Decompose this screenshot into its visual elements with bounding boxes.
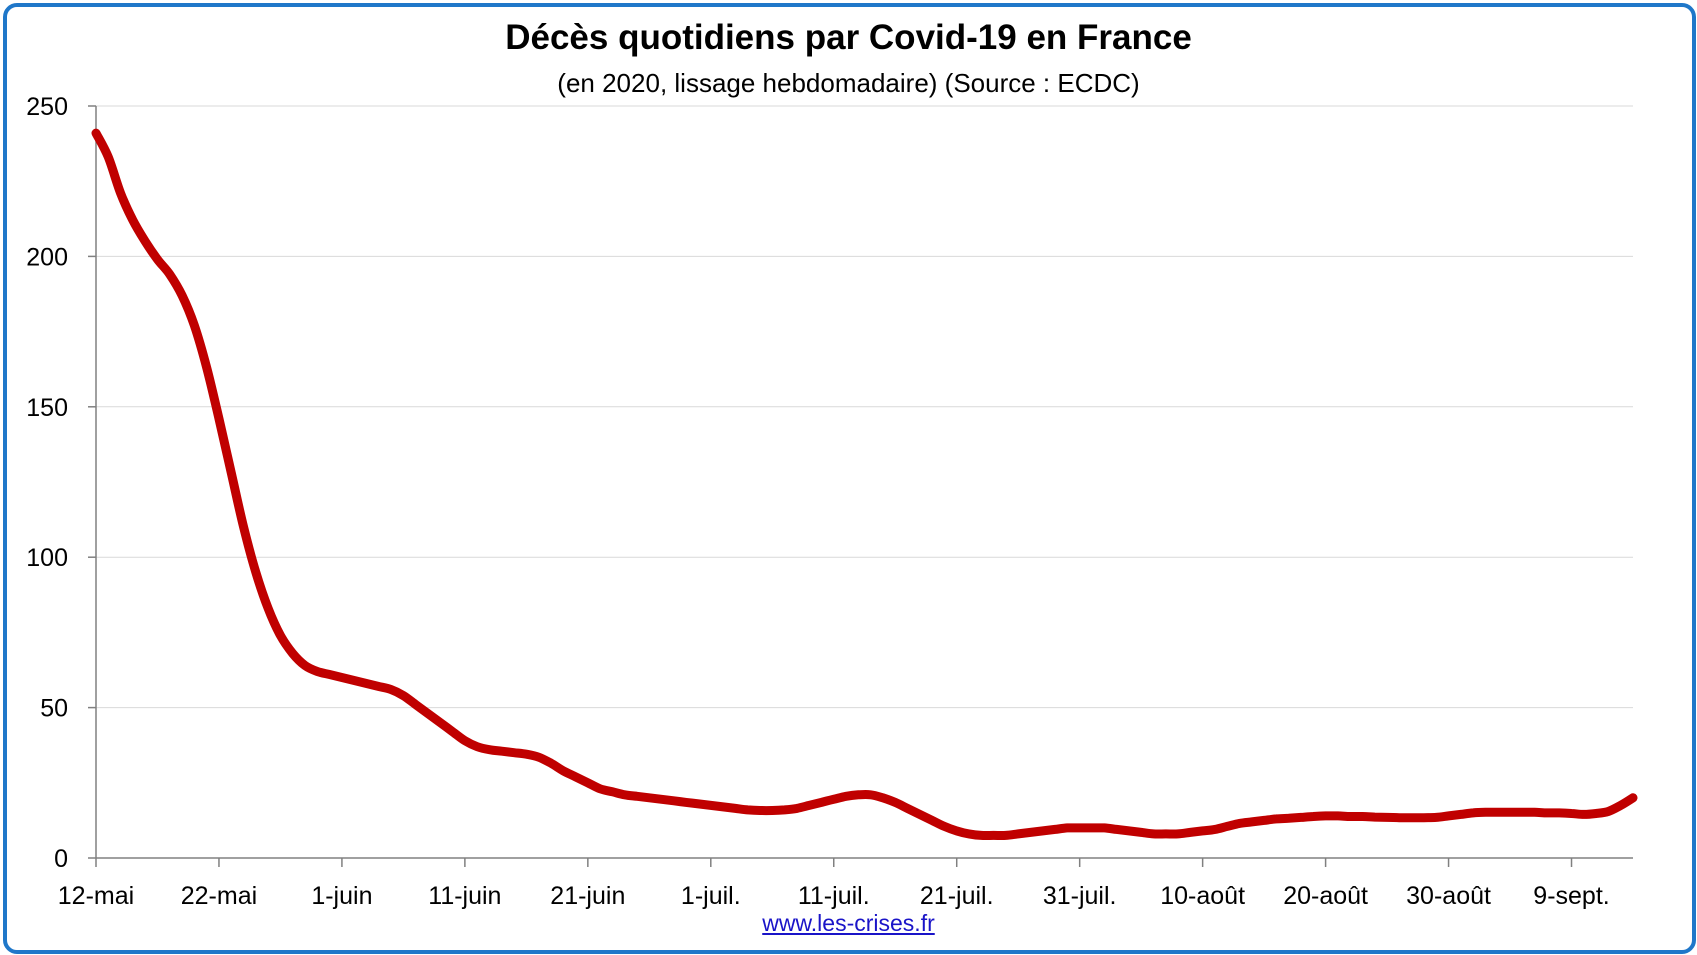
gridlines [96,105,1633,709]
source-link[interactable]: www.les-crises.fr [762,910,935,936]
x-tick-label: 1-juin [311,882,372,910]
x-axis-ticks: 12-mai 22-mai 1-juin 11-juin 21-juin 1-juil. 1… [58,858,1610,910]
y-tick-label: 200 [26,243,68,271]
x-tick-label: 21-juil. [920,882,994,910]
series-group [91,128,1638,841]
x-tick-label: 9-sept. [1533,882,1609,910]
y-tick-label: 100 [26,544,68,572]
y-tick-label: 50 [40,695,68,723]
x-tick-label: 1-juil. [681,882,741,910]
x-tick-label: 11-juin [428,882,501,910]
x-tick-label: 12-mai [58,882,134,910]
chart-subtitle: (en 2020, lissage hebdomadaire) (Source … [557,68,1140,98]
chart-title: Décès quotidiens par Covid-19 en France [505,18,1192,57]
y-axis-ticks: 0 50 100 150 200 250 [26,93,96,873]
x-tick-label: 30-août [1406,882,1491,910]
y-tick-label: 0 [54,845,68,873]
x-tick-label: 31-juil. [1043,882,1117,910]
x-tick-label: 20-août [1283,882,1368,910]
series-line [91,128,1638,841]
y-tick-label: 150 [26,394,68,422]
y-tick-label: 250 [26,93,68,121]
x-tick-label: 22-mai [181,882,257,910]
x-tick-label: 21-juin [550,882,625,910]
x-tick-label: 11-juil. [798,882,870,910]
x-tick-label: 10-août [1160,882,1245,910]
